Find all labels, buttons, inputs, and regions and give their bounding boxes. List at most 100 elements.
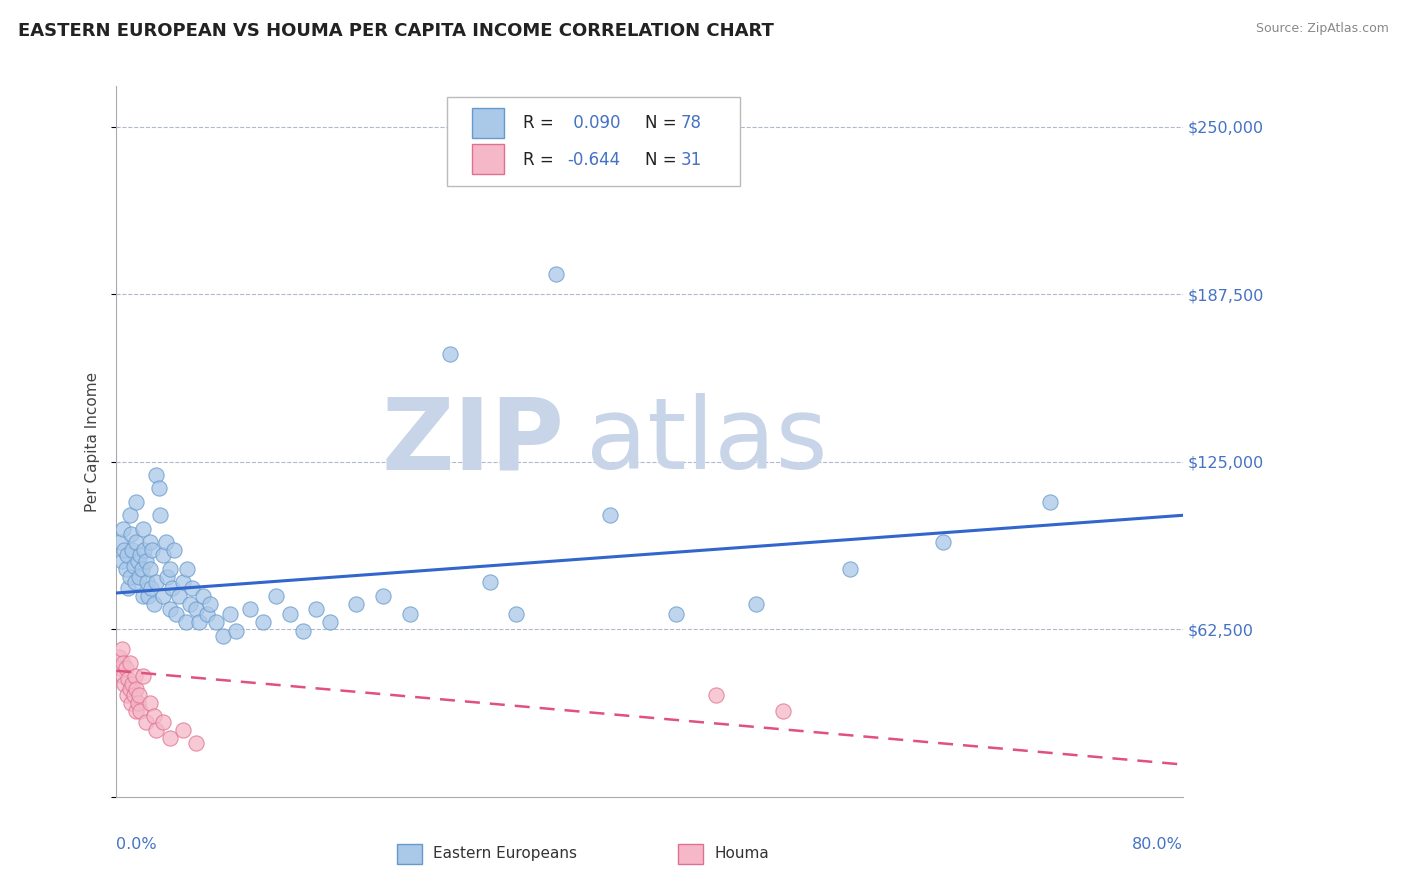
Point — [112, 677, 135, 691]
Point — [125, 704, 148, 718]
Text: Houma: Houma — [714, 847, 769, 862]
Point — [128, 688, 150, 702]
Text: 0.0%: 0.0% — [117, 837, 157, 852]
Point — [129, 549, 152, 563]
Point — [128, 570, 150, 584]
Point — [111, 656, 134, 670]
Point — [142, 597, 165, 611]
Point — [239, 602, 262, 616]
Text: R =: R = — [523, 151, 554, 169]
Point — [127, 554, 149, 568]
Point — [188, 615, 211, 630]
Point — [174, 615, 197, 630]
Point — [125, 682, 148, 697]
Point — [478, 575, 501, 590]
Point — [179, 597, 201, 611]
Point — [120, 527, 142, 541]
Point — [225, 624, 247, 638]
Text: R =: R = — [523, 114, 558, 132]
Point — [152, 549, 174, 563]
Text: 78: 78 — [681, 114, 702, 132]
Point — [172, 575, 194, 590]
Point — [145, 468, 167, 483]
Point — [122, 559, 145, 574]
Point — [266, 589, 288, 603]
Point — [252, 615, 274, 630]
Point — [148, 482, 170, 496]
Point — [167, 589, 190, 603]
Point — [181, 581, 204, 595]
Point — [114, 661, 136, 675]
Point — [186, 736, 208, 750]
Point — [132, 669, 155, 683]
Text: -0.644: -0.644 — [568, 151, 620, 169]
Point — [439, 347, 461, 361]
Text: N =: N = — [645, 151, 678, 169]
Point — [145, 575, 167, 590]
Point — [599, 508, 621, 523]
Point — [124, 669, 146, 683]
Point — [129, 704, 152, 718]
Text: 31: 31 — [681, 151, 702, 169]
Point — [124, 575, 146, 590]
Point — [110, 661, 132, 675]
FancyBboxPatch shape — [471, 144, 503, 174]
Point — [110, 554, 132, 568]
Text: N =: N = — [645, 114, 678, 132]
Point — [117, 672, 139, 686]
Point — [118, 570, 141, 584]
Point — [212, 629, 235, 643]
Point — [162, 581, 184, 595]
Point — [318, 615, 340, 630]
Point — [162, 543, 184, 558]
Point — [132, 522, 155, 536]
Point — [141, 543, 163, 558]
Point — [108, 650, 131, 665]
Point — [127, 696, 149, 710]
Point — [110, 642, 132, 657]
Point — [135, 714, 157, 729]
Point — [159, 562, 181, 576]
Point — [505, 607, 527, 622]
Point — [138, 562, 160, 576]
Text: Eastern Europeans: Eastern Europeans — [433, 847, 578, 862]
Point — [291, 624, 314, 638]
Point — [136, 589, 159, 603]
Point — [132, 589, 155, 603]
Point — [165, 607, 187, 622]
Text: ZIP: ZIP — [381, 393, 564, 490]
Point — [138, 535, 160, 549]
Point — [932, 535, 955, 549]
Point — [125, 495, 148, 509]
Point — [110, 535, 132, 549]
Point — [131, 562, 153, 576]
Point — [149, 508, 172, 523]
Point — [145, 723, 167, 737]
Point — [111, 522, 134, 536]
Point — [1039, 495, 1062, 509]
Point — [111, 669, 134, 683]
Point — [772, 704, 794, 718]
Text: Source: ZipAtlas.com: Source: ZipAtlas.com — [1256, 22, 1389, 36]
Point — [205, 615, 228, 630]
Point — [135, 554, 157, 568]
Point — [186, 602, 208, 616]
Point — [546, 267, 568, 281]
Point — [138, 696, 160, 710]
Point — [118, 682, 141, 697]
Point — [159, 602, 181, 616]
Point — [118, 656, 141, 670]
Text: 0.090: 0.090 — [568, 114, 620, 132]
Point — [665, 607, 688, 622]
Point — [121, 543, 143, 558]
Point — [152, 714, 174, 729]
Y-axis label: Per Capita Income: Per Capita Income — [86, 371, 100, 512]
Text: 80.0%: 80.0% — [1132, 837, 1184, 852]
Point — [134, 543, 156, 558]
Point — [176, 562, 198, 576]
Point — [198, 597, 221, 611]
Point — [838, 562, 860, 576]
Point — [118, 508, 141, 523]
Point — [142, 709, 165, 723]
FancyBboxPatch shape — [471, 108, 503, 137]
